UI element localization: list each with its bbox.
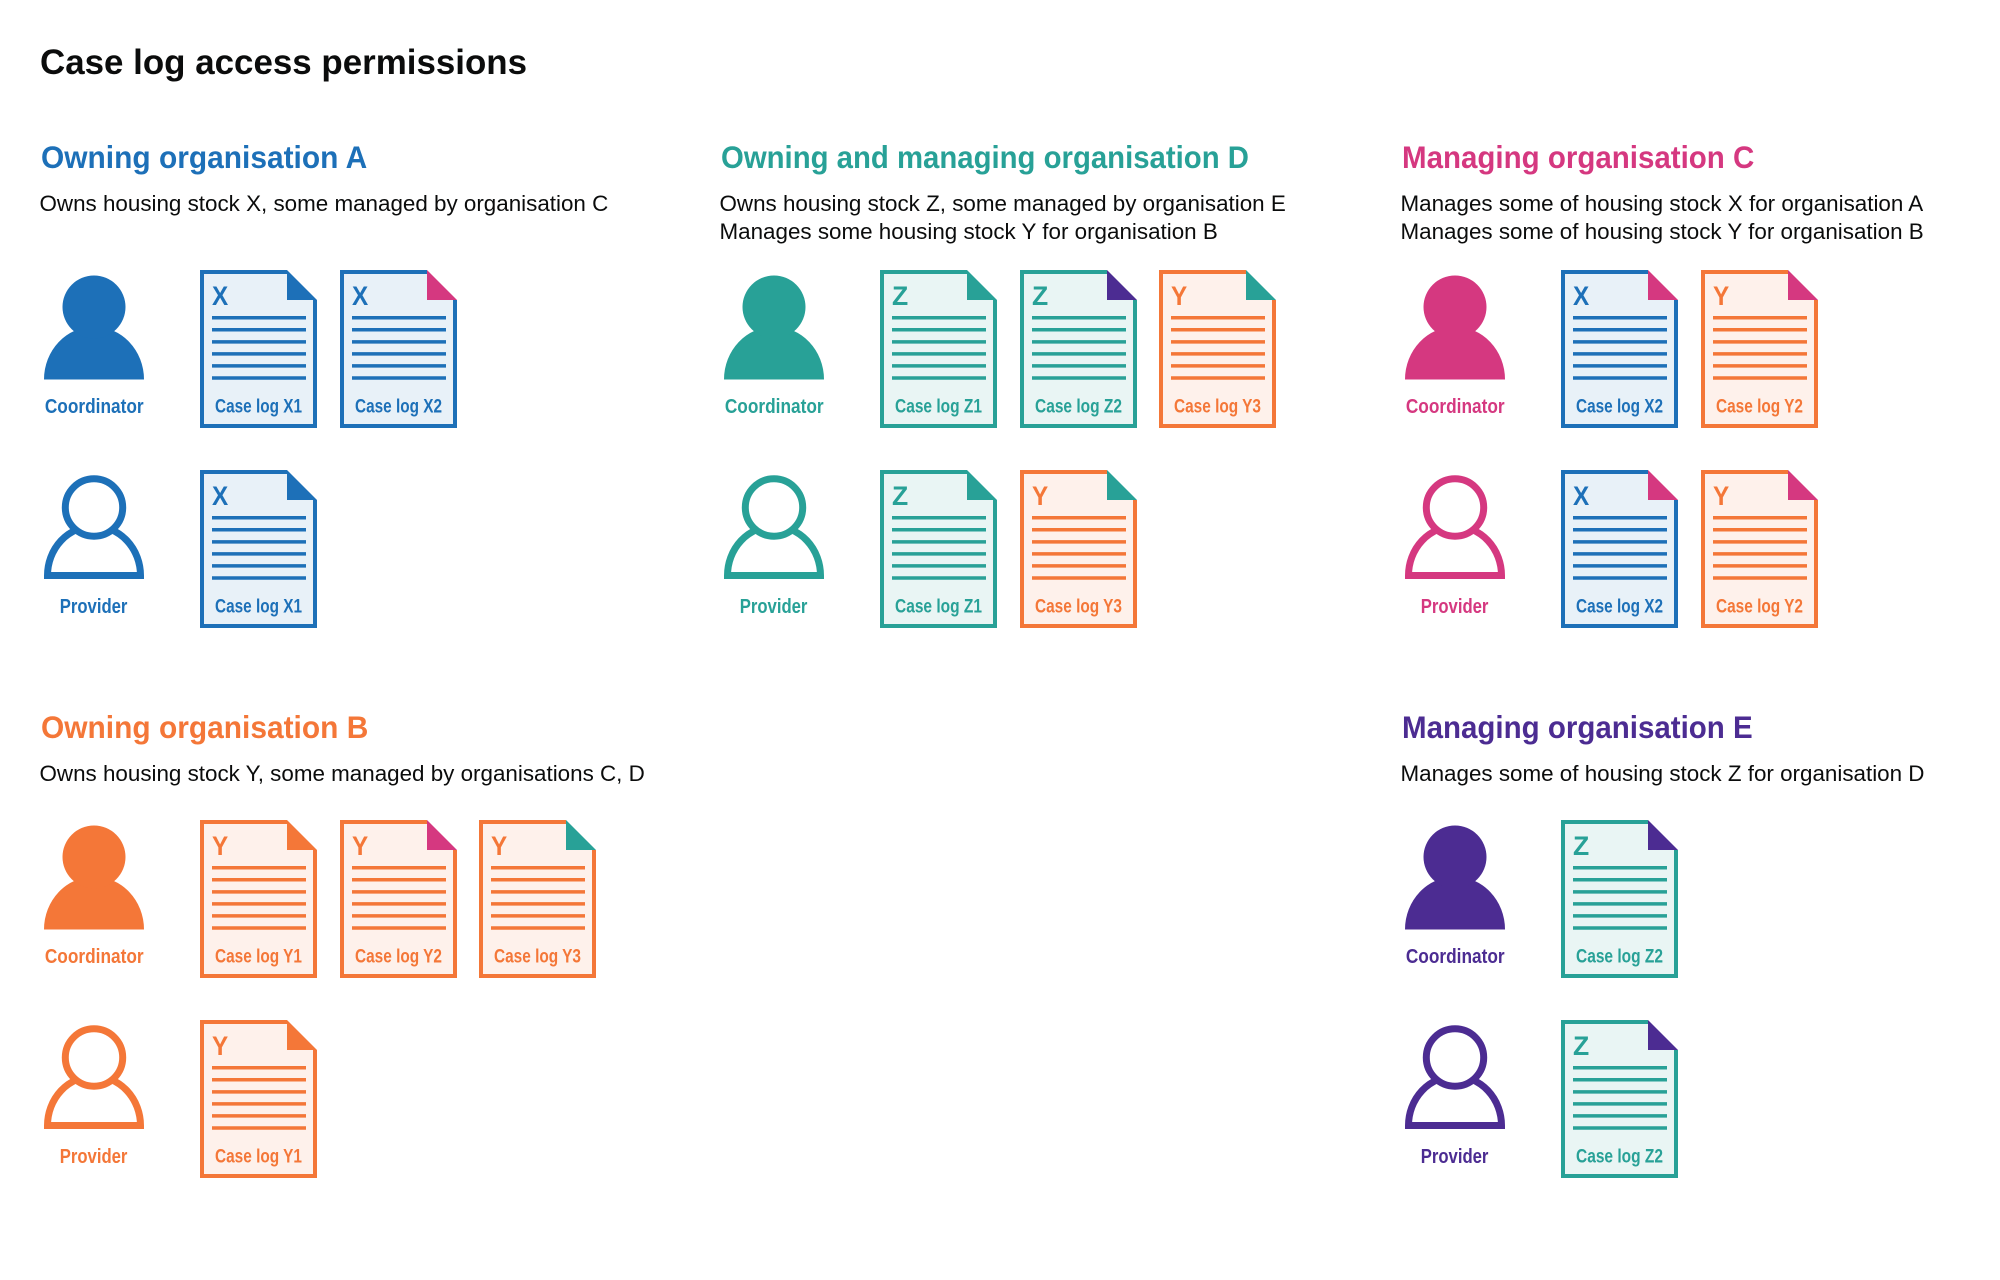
svg-text:Y: Y (491, 831, 507, 861)
svg-text:Y: Y (352, 831, 368, 861)
svg-text:Z: Z (892, 481, 908, 511)
svg-text:Case log Z1: Case log Z1 (895, 596, 982, 618)
svg-text:Case log Y3: Case log Y3 (494, 946, 581, 968)
svg-text:Case log Y2: Case log Y2 (355, 946, 442, 968)
svg-text:Z: Z (1573, 831, 1589, 861)
svg-text:Case log Y3: Case log Y3 (1035, 596, 1122, 618)
svg-text:Z: Z (1032, 281, 1048, 311)
svg-text:Y: Y (212, 831, 228, 861)
svg-text:Z: Z (1573, 1031, 1589, 1061)
svg-text:Case log Y1: Case log Y1 (215, 946, 302, 968)
svg-text:Case log Y2: Case log Y2 (1716, 396, 1803, 418)
svg-text:Case log X1: Case log X1 (215, 596, 302, 618)
svg-text:X: X (212, 281, 228, 311)
svg-text:Case log Y3: Case log Y3 (1174, 396, 1261, 418)
svg-text:Y: Y (212, 1031, 228, 1061)
svg-text:Case log Z2: Case log Z2 (1035, 396, 1122, 418)
svg-text:Y: Y (1171, 281, 1187, 311)
svg-text:Case log X2: Case log X2 (1576, 396, 1663, 418)
svg-text:Case log X2: Case log X2 (355, 396, 442, 418)
svg-text:Case log Y1: Case log Y1 (215, 1146, 302, 1168)
svg-text:X: X (1573, 481, 1589, 511)
svg-text:Case log Y2: Case log Y2 (1716, 596, 1803, 618)
svg-text:Case log X2: Case log X2 (1576, 596, 1663, 618)
svg-text:Y: Y (1713, 481, 1729, 511)
svg-text:Y: Y (1713, 281, 1729, 311)
svg-text:Y: Y (1032, 481, 1048, 511)
svg-text:Case log Z2: Case log Z2 (1576, 1146, 1663, 1168)
svg-text:X: X (212, 481, 228, 511)
svg-text:Case log Z1: Case log Z1 (895, 396, 982, 418)
svg-text:Case log X1: Case log X1 (215, 396, 302, 418)
svg-text:X: X (1573, 281, 1589, 311)
svg-text:Case log Z2: Case log Z2 (1576, 946, 1663, 968)
svg-text:Z: Z (892, 281, 908, 311)
svg-text:X: X (352, 281, 368, 311)
